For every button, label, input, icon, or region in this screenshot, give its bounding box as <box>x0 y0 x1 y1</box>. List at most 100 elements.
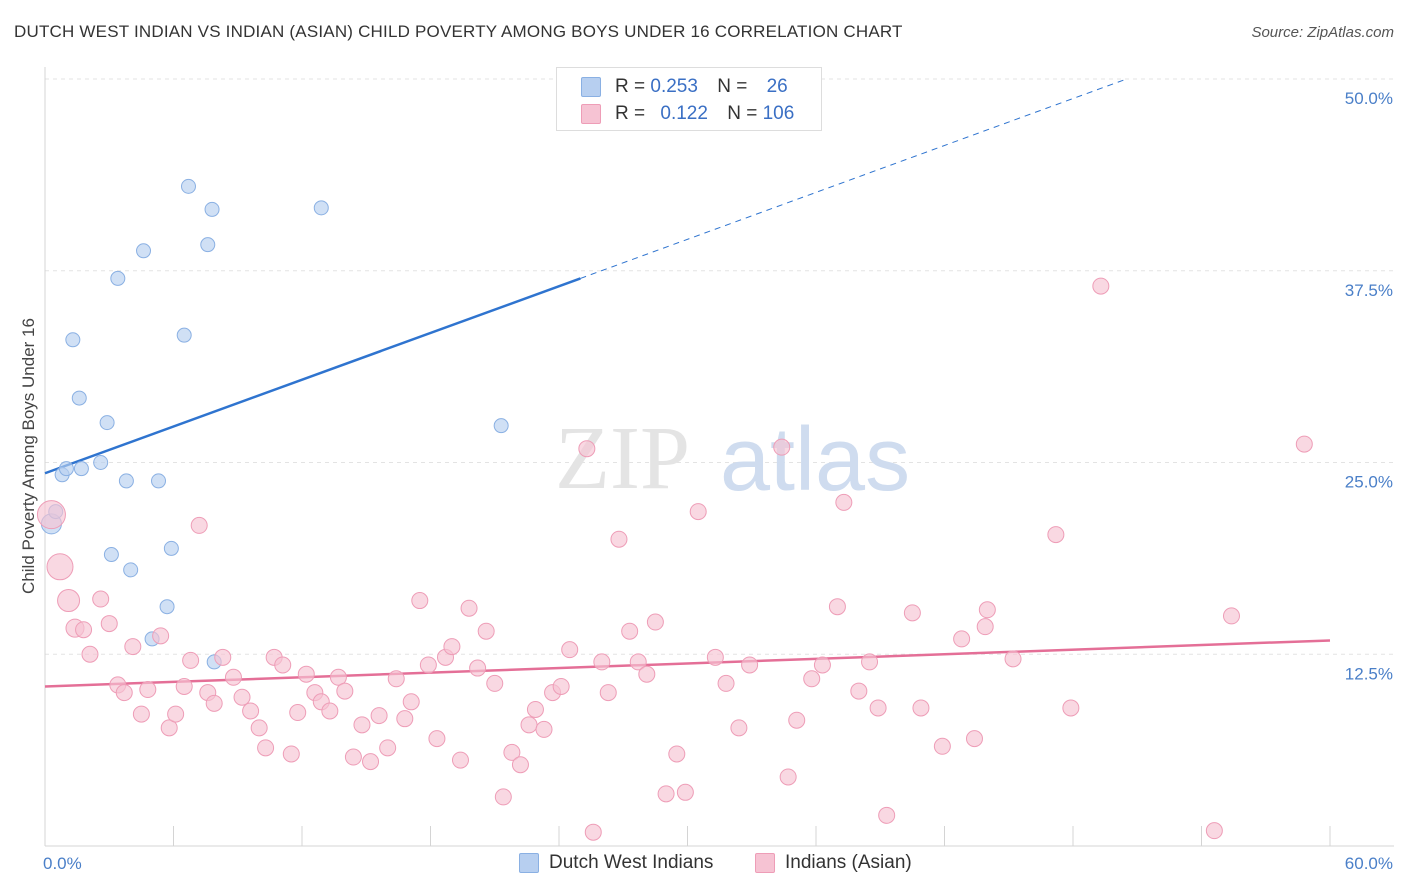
point-dutch-west-indian <box>180 178 196 194</box>
point-indian-asian <box>370 707 388 725</box>
point-indian-asian <box>250 719 268 737</box>
point-indian-asian <box>593 653 611 671</box>
point-indian-asian <box>175 677 193 695</box>
bottom-legend-dutch: Dutch West Indians <box>519 852 713 876</box>
point-indian-asian <box>629 653 647 671</box>
point-dutch-west-indian <box>65 332 81 348</box>
point-indian-asian <box>953 630 971 648</box>
point-indian-asian <box>321 702 339 720</box>
point-indian-asian <box>124 638 142 656</box>
point-indian-asian <box>46 553 74 581</box>
point-indian-asian <box>1222 607 1240 625</box>
point-indian-asian <box>835 493 853 511</box>
trend-lines <box>44 78 1331 688</box>
point-indian-asian <box>861 653 879 671</box>
point-indian-asian <box>242 702 260 720</box>
point-indian-asian <box>214 648 232 666</box>
legend-n-label: N = <box>717 76 748 97</box>
point-indian-asian <box>1047 526 1065 544</box>
point-indian-asian <box>1205 822 1223 840</box>
point-dutch-west-indian <box>58 461 74 477</box>
point-indian-asian <box>779 768 797 786</box>
point-indian-asian <box>503 743 521 761</box>
legend-n-value: 106 <box>762 103 795 124</box>
point-indian-asian <box>205 694 223 712</box>
point-indian-asian <box>552 677 570 695</box>
point-indian-asian <box>599 684 617 702</box>
point-dutch-west-indian <box>204 201 220 217</box>
point-indian-asian <box>676 783 694 801</box>
point-indian-asian <box>511 756 529 774</box>
point-indian-asian <box>289 704 307 722</box>
point-indian-asian <box>903 604 921 622</box>
point-dutch-west-indian <box>73 461 89 477</box>
axes <box>44 67 1394 847</box>
bottom-legend-label: Indians (Asian) <box>785 852 912 873</box>
point-indian-asian <box>362 753 380 771</box>
point-dutch-west-indian <box>313 200 329 216</box>
bottom-swatch-blue <box>519 852 539 873</box>
trend-line-dutch <box>44 277 581 475</box>
point-dutch-west-indian <box>163 540 179 556</box>
point-indian-asian <box>132 705 150 723</box>
point-indian-asian <box>828 598 846 616</box>
point-indian-asian <box>965 730 983 748</box>
point-indian-asian <box>139 681 157 699</box>
point-indian-asian <box>224 668 242 686</box>
point-indian-asian <box>100 615 118 633</box>
legend-swatch-pink <box>581 103 601 124</box>
point-indian-asian <box>850 682 868 700</box>
point-indian-asian <box>92 590 110 608</box>
point-indian-asian <box>535 720 553 738</box>
point-indian-asian <box>477 622 495 640</box>
point-indian-asian <box>803 670 821 688</box>
x-tick-label: 0.0% <box>43 854 82 873</box>
point-indian-asian <box>788 711 806 729</box>
watermark-atlas: atlas <box>720 410 910 510</box>
legend-n-label: N = <box>727 103 758 124</box>
point-indian-asian <box>706 648 724 666</box>
point-indian-asian <box>274 656 292 674</box>
point-indian-asian <box>182 651 200 669</box>
point-indian-asian <box>402 693 420 711</box>
point-indian-asian <box>57 589 81 613</box>
point-indian-asian <box>160 719 178 737</box>
point-indian-asian <box>233 688 251 706</box>
point-indian-asian <box>297 665 315 683</box>
legend-swatch-blue <box>581 76 601 97</box>
point-dutch-west-indian <box>176 327 192 343</box>
point-indian-asian <box>167 705 185 723</box>
point-indian-asian <box>1295 435 1313 453</box>
legend-r-label: R = <box>615 76 646 97</box>
source-label: Source: ZipAtlas.com <box>1251 24 1394 41</box>
y-tick-label: 25.0% <box>1345 473 1393 492</box>
point-indian-asian <box>379 739 397 757</box>
point-indian-asian <box>344 748 362 766</box>
x-tick-label: 60.0% <box>1345 854 1393 873</box>
point-indian-asian <box>933 737 951 755</box>
point-indian-asian <box>469 659 487 677</box>
point-indian-asian <box>81 645 99 663</box>
point-dutch-west-indian <box>159 599 175 615</box>
point-dutch-west-indian <box>99 415 115 431</box>
point-indian-asian <box>494 788 512 806</box>
point-indian-asian <box>657 785 675 803</box>
point-indian-asian <box>1092 277 1110 295</box>
point-indian-asian <box>152 627 170 645</box>
point-indian-asian <box>443 638 461 656</box>
point-indian-asian <box>115 684 133 702</box>
point-indian-asian <box>396 710 414 728</box>
point-indian-asian <box>428 730 446 748</box>
point-dutch-west-indian <box>200 237 216 253</box>
point-indian-asian <box>912 699 930 717</box>
point-dutch-west-indian <box>151 473 167 489</box>
point-indian-asian <box>1062 699 1080 717</box>
point-indian-asian <box>741 656 759 674</box>
point-indian-asian <box>878 806 896 824</box>
point-indian-asian <box>520 716 538 734</box>
point-indian-asian <box>610 530 628 548</box>
point-indian-asian <box>460 599 478 617</box>
data-points <box>36 178 1313 841</box>
point-indian-asian <box>813 656 831 674</box>
